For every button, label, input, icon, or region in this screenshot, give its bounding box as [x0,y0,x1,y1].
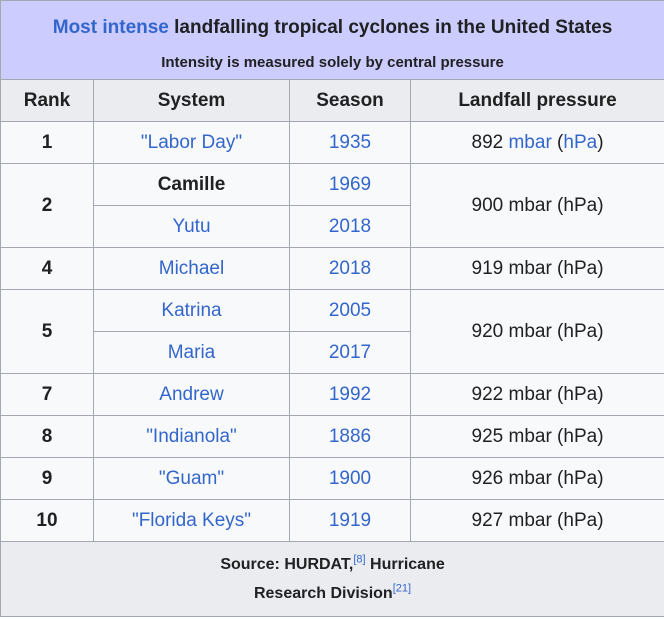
pressure-cell: 927 mbar (hPa) [409,499,664,542]
rank-cell: 7 [0,373,94,416]
season-link[interactable]: 1919 [328,509,372,531]
season-link[interactable]: 2018 [328,215,372,237]
table-row: 1 "Labor Day" 1935 892 mbar (hPa) [0,121,664,164]
source-text: Source: HURDAT, [220,556,354,573]
system-link[interactable]: Yutu [172,215,211,237]
system-name-bold: Camille [157,173,226,195]
pressure-cell: 892 mbar (hPa) [409,121,664,164]
season-cell: 2017 [289,331,411,374]
system-link[interactable]: Katrina [161,299,222,321]
header-system: System [93,79,290,122]
rank-cell: 10 [0,499,94,542]
table-title-rest: landfalling tropical cyclones in the Uni… [168,16,613,38]
table-row: 8 "Indianola" 1886 925 mbar (hPa) [0,415,664,458]
season-cell: 1969 [289,163,411,206]
header-row: Rank System Season Landfall pressure [0,79,664,122]
source-row: Source: HURDAT,[8] Hurricane Research Di… [0,541,664,617]
rank-cell: 2 [0,163,94,248]
season-cell: 1992 [289,373,411,416]
source-text-end: Hurricane [365,556,445,573]
source-note: Source: HURDAT,[8] Hurricane Research Di… [0,541,664,617]
system-cell: "Florida Keys" [93,499,290,542]
system-cell: Maria [93,331,290,374]
hpa-link[interactable]: hPa [563,131,598,153]
season-cell: 1935 [289,121,411,164]
season-link[interactable]: 2017 [328,341,372,363]
system-cell: "Labor Day" [93,121,290,164]
header-rank: Rank [0,79,94,122]
season-link[interactable]: 1935 [328,131,372,153]
system-cell: Katrina [93,289,290,332]
table-row: 2 Camille 1969 900 mbar (hPa) [0,163,664,248]
mbar-link[interactable]: mbar [508,131,552,153]
season-link[interactable]: 2018 [328,257,372,279]
system-cell: "Indianola" [93,415,290,458]
system-cell: Camille [93,163,290,206]
pressure-cell: 922 mbar (hPa) [409,373,664,416]
system-link[interactable]: "Florida Keys" [131,509,252,531]
rank-cell: 5 [0,289,94,374]
pressure-cell: 919 mbar (hPa) [409,247,664,290]
rank-cell: 8 [0,415,94,458]
rank-cell: 4 [0,247,94,290]
most-intense-link[interactable]: Most intense [52,16,169,38]
table-row: 9 "Guam" 1900 926 mbar (hPa) [0,457,664,500]
table-row: 5 Katrina 2005 920 mbar (hPa) [0,289,664,374]
season-cell: 1886 [289,415,411,458]
season-link[interactable]: 1969 [328,173,372,195]
system-link[interactable]: "Labor Day" [140,131,243,153]
system-cell: Andrew [93,373,290,416]
system-cell: Yutu [93,205,290,248]
system-link[interactable]: Andrew [159,383,224,405]
source-text-line2: Research Division [253,585,393,602]
pressure-cell: 926 mbar (hPa) [409,457,664,500]
system-link[interactable]: Maria [167,341,216,363]
table-row: 4 Michael 2018 919 mbar (hPa) [0,247,664,290]
season-cell: 2018 [289,205,411,248]
table-row: 10 "Florida Keys" 1919 927 mbar (hPa) [0,499,664,542]
system-link[interactable]: "Indianola" [146,425,237,447]
system-cell: Michael [93,247,290,290]
season-cell: 2018 [289,247,411,290]
season-cell: 1919 [289,499,411,542]
pressure-value: 892 [471,131,504,153]
season-link[interactable]: 1886 [328,425,372,447]
system-link[interactable]: "Guam" [158,467,225,489]
reference-8-link[interactable]: [8] [353,553,366,566]
rank-cell: 1 [0,121,94,164]
header-season: Season [289,79,411,122]
table-row: 7 Andrew 1992 922 mbar (hPa) [0,373,664,416]
pressure-cell: 920 mbar (hPa) [409,289,664,374]
rank-cell: 9 [0,457,94,500]
table-title: Most intense landfalling tropical cyclon… [1,8,664,40]
season-cell: 1900 [289,457,411,500]
pressure-cell: 900 mbar (hPa) [409,163,664,248]
system-link[interactable]: Michael [158,257,225,279]
table-subtitle: Intensity is measured solely by central … [161,53,504,71]
reference-21-link[interactable]: [21] [392,582,412,595]
season-cell: 2005 [289,289,411,332]
season-link[interactable]: 1900 [328,467,372,489]
season-link[interactable]: 2005 [328,299,372,321]
header-landfall-pressure: Landfall pressure [409,79,664,122]
season-link[interactable]: 1992 [328,383,372,405]
table-caption: Most intense landfalling tropical cyclon… [0,0,664,80]
system-cell: "Guam" [93,457,290,500]
pressure-cell: 925 mbar (hPa) [409,415,664,458]
table-row: Yutu 2018 [1,205,664,248]
